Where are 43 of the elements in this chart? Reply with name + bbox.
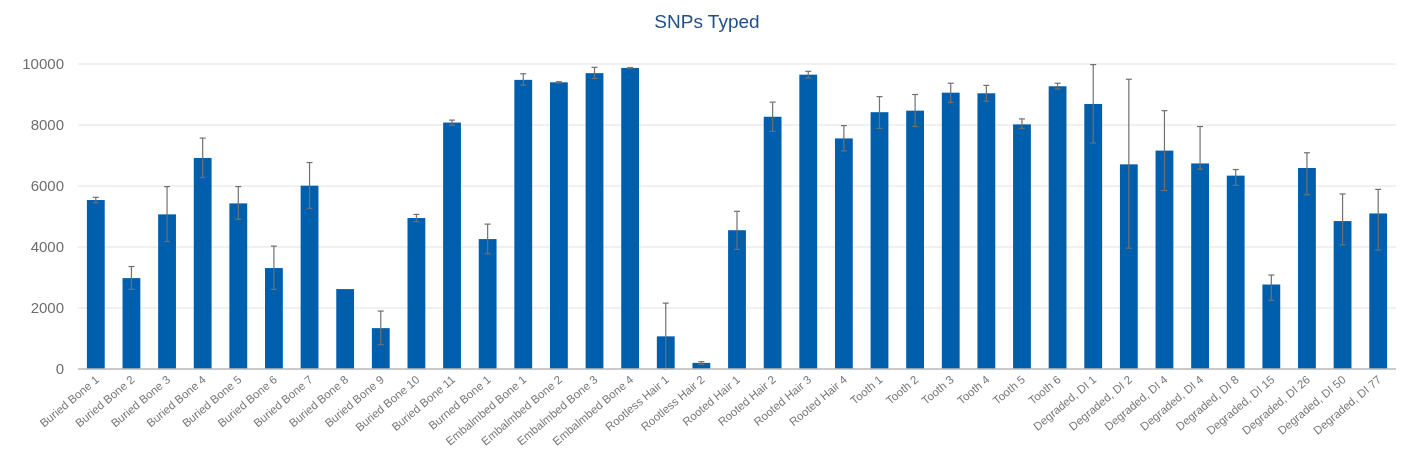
bar bbox=[371, 328, 390, 369]
chart-title: SNPs Typed bbox=[654, 11, 760, 32]
bar bbox=[763, 116, 782, 369]
bar bbox=[336, 289, 355, 369]
bar bbox=[1262, 284, 1281, 369]
bar bbox=[1155, 150, 1174, 369]
bar bbox=[1226, 175, 1245, 369]
y-tick-label: 2000 bbox=[30, 299, 64, 317]
y-tick-label: 4000 bbox=[30, 238, 64, 256]
y-tick-label: 6000 bbox=[30, 177, 64, 195]
bar bbox=[158, 214, 176, 369]
bar bbox=[443, 122, 461, 369]
bar bbox=[621, 67, 640, 369]
bar bbox=[1048, 86, 1067, 369]
y-tick-label: 10000 bbox=[22, 55, 64, 73]
bar bbox=[1119, 164, 1138, 369]
bar bbox=[478, 239, 497, 369]
bar bbox=[1369, 213, 1388, 369]
y-tick-label: 0 bbox=[55, 360, 64, 378]
bar bbox=[407, 218, 426, 369]
bar bbox=[870, 112, 889, 369]
bar bbox=[834, 138, 853, 369]
bar bbox=[1298, 168, 1316, 369]
bar bbox=[585, 73, 604, 369]
bar bbox=[728, 230, 746, 369]
bar bbox=[193, 157, 212, 369]
bar bbox=[1333, 221, 1352, 369]
y-tick-label: 8000 bbox=[30, 116, 64, 134]
bar bbox=[86, 200, 105, 369]
bar bbox=[1013, 124, 1031, 369]
bar bbox=[229, 203, 248, 369]
bar bbox=[906, 110, 925, 369]
bar bbox=[1084, 103, 1103, 369]
bar bbox=[514, 79, 533, 369]
bar bbox=[941, 92, 960, 369]
bar bbox=[1191, 163, 1209, 369]
bar bbox=[977, 93, 996, 369]
bar bbox=[549, 82, 568, 369]
bar bbox=[656, 336, 675, 369]
bar bbox=[265, 268, 283, 369]
bar bbox=[300, 185, 319, 369]
bar bbox=[799, 74, 818, 369]
bar bbox=[122, 278, 141, 369]
